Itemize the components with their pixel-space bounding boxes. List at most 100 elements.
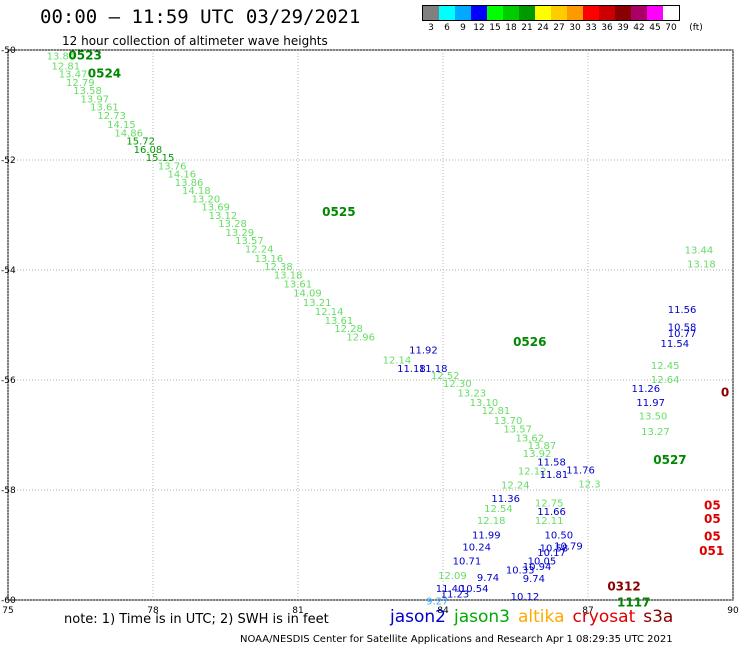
wave-height-label: 11.23 (441, 589, 470, 600)
lon-tick-label: 84 (437, 606, 449, 616)
pass-label: 0526 (513, 335, 546, 349)
wave-height-label: 13.18 (687, 259, 716, 270)
edge-pass-label: 0 (721, 386, 729, 400)
edge-pass-label: 051 (699, 544, 724, 558)
wave-height-label: 13.76 (158, 161, 187, 172)
legend-label: 30 (569, 23, 581, 33)
legend-swatches (422, 5, 680, 21)
wave-height-label: 12.45 (651, 361, 680, 372)
satellite-legend: jason2 jason3 altika cryosat s3a (390, 607, 681, 627)
pass-label: 1117 (617, 596, 650, 610)
wave-height-label: 12.24 (245, 244, 274, 255)
lon-tick-label: 75 (2, 606, 13, 616)
wave-height-label: 14.15 (107, 120, 136, 131)
edge-pass-label: 05 (704, 530, 721, 544)
wave-height-label: 14.18 (182, 186, 211, 197)
legend-swatch (551, 6, 567, 20)
legend-label: 45 (649, 23, 661, 33)
wave-height-label: 11.26 (632, 384, 661, 395)
wave-height-label: 9.74 (523, 574, 545, 585)
wave-height-label: 9.27 (426, 596, 448, 607)
wave-height-label: 10.71 (453, 556, 482, 567)
wave-height-label: 13.12 (209, 211, 238, 222)
footer-credit: NOAA/NESDIS Center for Satellite Applica… (240, 634, 673, 645)
footer-note: note: 1) Time is in UTC; 2) SWH is in fe… (64, 612, 329, 627)
legend-label: 9 (460, 23, 466, 33)
legend-swatch (487, 6, 503, 20)
satellite-s3a: s3a (643, 607, 674, 627)
legend-unit: (ft) (689, 23, 703, 33)
legend-label: 36 (601, 23, 613, 33)
wave-height-label: 13.97 (81, 94, 110, 105)
wave-height-label: 14.86 (114, 128, 143, 139)
wave-height-label: 12.52 (431, 371, 460, 382)
wave-height-label: 10.24 (462, 543, 491, 554)
wave-height-label: 12.64 (651, 375, 680, 386)
legend-swatch (519, 6, 535, 20)
lat-tick-label: -58 (1, 486, 16, 496)
legend-swatch (535, 6, 551, 20)
wave-height-label: 12.38 (264, 262, 293, 273)
wave-height-label: 11.18 (419, 364, 448, 375)
wave-height-label: 13.23 (458, 389, 487, 400)
wave-height-label: 12.96 (346, 332, 375, 343)
wave-height-label: 13.29 (226, 228, 255, 239)
wave-height-label: 13.62 (516, 434, 545, 445)
wave-height-label: 12.3 (578, 479, 600, 490)
wave-height-label: 13.61 (284, 280, 313, 291)
wave-height-label: 12.24 (501, 480, 530, 491)
wave-height-label: 10.05 (528, 556, 557, 567)
wave-height-label: 13.92 (523, 449, 552, 460)
wave-height-label: 12.12 (518, 467, 547, 478)
lon-tick-label: 90 (727, 606, 739, 616)
wave-height-label: 11.81 (540, 470, 569, 481)
pass-label: 0524 (88, 67, 121, 81)
legend-swatch (663, 6, 679, 20)
legend-label: 39 (617, 23, 629, 33)
wave-height-label: 13.47 (59, 70, 88, 81)
wave-height-label: 10.58 (540, 544, 569, 555)
wave-height-label: 13.18 (274, 270, 303, 281)
edge-pass-label: 05 (704, 498, 721, 512)
legend-swatch (631, 6, 647, 20)
wave-height-label: 12.14 (315, 307, 344, 318)
wave-height-label: 13.20 (192, 194, 221, 205)
wave-height-label: 10.94 (523, 562, 552, 573)
wave-height-label: 10.12 (511, 592, 540, 603)
wave-height-label: 13.61 (325, 316, 354, 327)
wave-height-label: 12.28 (334, 324, 363, 335)
wave-height-label: 13.10 (470, 398, 499, 409)
map-title: 00:00 – 11:59 UTC 03/29/2021 (40, 6, 361, 28)
lat-tick-label: -50 (1, 46, 16, 56)
wave-height-label: 13.84 (47, 51, 76, 62)
wave-height-label: 12.81 (52, 61, 81, 72)
lon-tick-label: 87 (582, 606, 593, 616)
satellite-cryosat: cryosat (572, 607, 636, 627)
wave-height-label: 14.16 (168, 170, 197, 181)
wave-height-label: 13.61 (90, 103, 119, 114)
satellite-altika: altika (518, 607, 565, 627)
wave-height-label: 10.77 (668, 329, 697, 340)
wave-height-label: 12.18 (477, 516, 506, 527)
lat-tick-label: -54 (1, 266, 16, 276)
pass-label: 0527 (653, 453, 686, 467)
wave-height-label: 13.21 (303, 298, 332, 309)
legend-label: 70 (665, 23, 677, 33)
wave-height-label: 13.16 (255, 254, 284, 265)
wave-height-label: 12.54 (484, 504, 513, 515)
wave-height-label: 11.18 (397, 364, 426, 375)
pass-label: 0312 (607, 580, 640, 594)
wave-height-label: 13.70 (494, 416, 523, 427)
wave-height-label: 13.44 (685, 246, 714, 257)
legend-label: 18 (505, 23, 517, 33)
wave-height-label: 10.50 (545, 530, 574, 541)
color-legend: 3 6 9 12 15 18 21 24 27 30 33 36 39 42 45 70 (ft) (422, 5, 703, 35)
legend-swatch (455, 6, 471, 20)
wave-height-label: 13.28 (218, 219, 247, 230)
wave-height-label: 11.92 (409, 346, 438, 357)
legend-label: 6 (444, 23, 450, 33)
legend-swatch (423, 6, 439, 20)
wave-height-label: 12.09 (438, 571, 467, 582)
legend-swatch (503, 6, 519, 20)
